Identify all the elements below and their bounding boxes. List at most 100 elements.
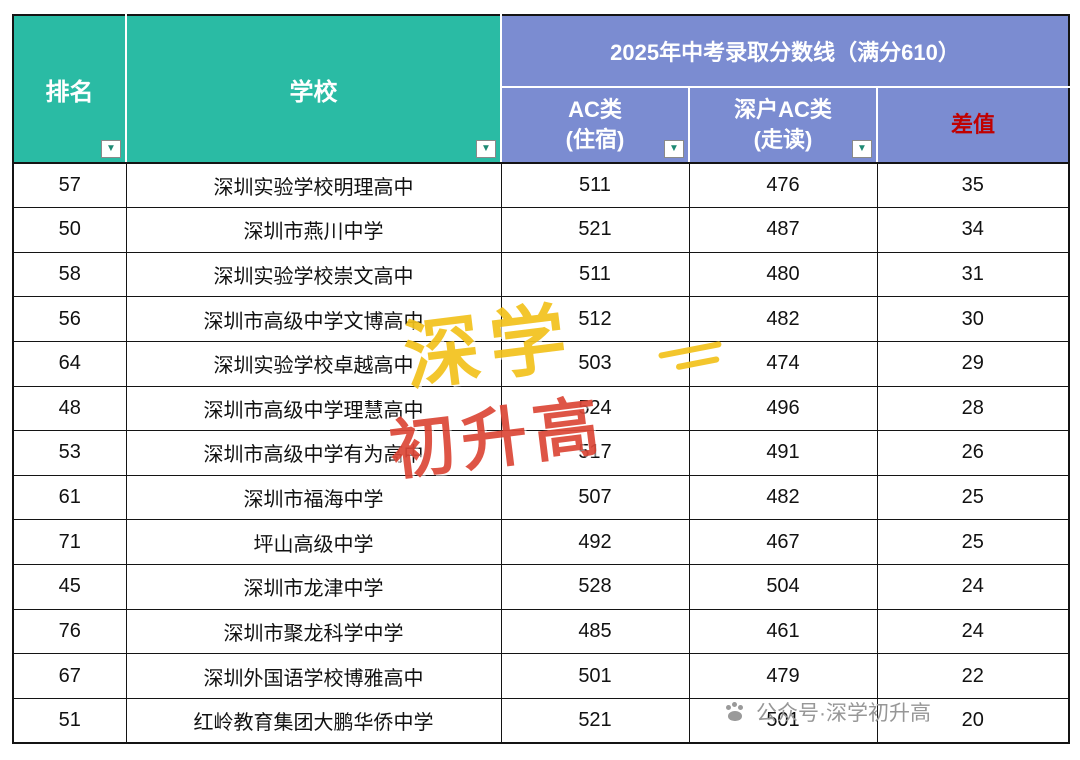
cell-diff: 26 (876, 430, 1070, 476)
cell-dac: 496 (688, 385, 878, 432)
cell-school: 深圳外国语学校博雅高中 (125, 653, 502, 699)
table-body: 57 深圳实验学校明理高中 511 476 35 50 深圳市燕川中学 521 487 34 58 深… (12, 162, 1070, 744)
table-row: 45 深圳市龙津中学 528 504 24 (12, 563, 1070, 610)
cell-rank: 50 (12, 207, 127, 253)
col-header-dac: 深户AC类 (走读) ▼ (688, 86, 878, 164)
table-row: 50 深圳市燕川中学 521 487 34 (12, 207, 1070, 253)
cell-rank: 48 (12, 385, 127, 432)
cell-ac: 485 (500, 608, 690, 655)
cell-diff: 25 (876, 519, 1070, 565)
chevron-down-icon: ▼ (481, 143, 491, 154)
cell-ac: 517 (500, 430, 690, 476)
cell-diff: 24 (876, 563, 1070, 610)
cell-dac: 480 (688, 251, 878, 298)
col-header-ac-line1: AC类 (568, 97, 622, 123)
filter-button-ac[interactable]: ▼ (664, 140, 684, 158)
cell-ac: 503 (500, 340, 690, 387)
table-row: 57 深圳实验学校明理高中 511 476 35 (12, 162, 1070, 209)
cell-dac: 482 (688, 296, 878, 342)
cell-school: 深圳实验学校崇文高中 (125, 251, 502, 298)
col-header-ac-line2: (住宿) (565, 127, 625, 152)
table-row: 58 深圳实验学校崇文高中 511 480 31 (12, 251, 1070, 298)
cell-ac: 521 (500, 207, 690, 253)
cell-dac: 487 (688, 207, 878, 253)
col-header-rank: 排名 ▼ (13, 15, 127, 164)
cell-school: 深圳实验学校明理高中 (125, 162, 502, 209)
table-title: 2025年中考录取分数线（满分610） (500, 15, 1069, 88)
cell-school: 深圳市燕川中学 (125, 207, 502, 253)
col-header-school: 学校 ▼ (125, 15, 502, 164)
table-row: 67 深圳外国语学校博雅高中 501 479 22 (12, 653, 1070, 699)
cell-rank: 56 (12, 296, 127, 342)
col-header-dac-line1: 深户AC类 (734, 97, 832, 123)
cell-dac: 504 (688, 563, 878, 610)
cell-school: 深圳市高级中学理慧高中 (125, 385, 502, 432)
cell-school: 深圳市龙津中学 (125, 563, 502, 610)
cell-dac: 467 (688, 519, 878, 565)
cell-school: 红岭教育集团大鹏华侨中学 (125, 697, 502, 744)
cell-ac: 507 (500, 474, 690, 521)
cell-ac: 524 (500, 385, 690, 432)
cell-diff: 25 (876, 474, 1070, 521)
cell-diff: 28 (876, 385, 1070, 432)
cell-diff: 34 (876, 207, 1070, 253)
cell-ac: 528 (500, 563, 690, 610)
col-header-diff: 差值 (876, 86, 1069, 164)
cell-dac: 476 (688, 162, 878, 209)
cell-dac: 491 (688, 430, 878, 476)
cell-rank: 67 (12, 653, 127, 699)
cell-school: 深圳市聚龙科学中学 (125, 608, 502, 655)
cell-diff: 35 (876, 162, 1070, 209)
cell-rank: 64 (12, 340, 127, 387)
col-header-rank-label: 排名 (45, 78, 94, 106)
cell-diff: 20 (876, 697, 1070, 744)
table-row: 56 深圳市高级中学文博高中 512 482 30 (12, 296, 1070, 342)
chevron-down-icon: ▼ (106, 143, 116, 154)
table-row: 53 深圳市高级中学有为高中 517 491 26 (12, 430, 1070, 476)
cell-rank: 57 (12, 162, 127, 209)
cell-ac: 511 (500, 251, 690, 298)
cell-school: 坪山高级中学 (125, 519, 502, 565)
cell-rank: 58 (12, 251, 127, 298)
chevron-down-icon: ▼ (669, 143, 679, 154)
cell-diff: 24 (876, 608, 1070, 655)
col-header-ac: AC类 (住宿) ▼ (500, 86, 690, 164)
cell-dac: 501 (688, 697, 878, 744)
cell-rank: 53 (12, 430, 127, 476)
cell-dac: 479 (688, 653, 878, 699)
cell-rank: 71 (12, 519, 127, 565)
table-row: 48 深圳市高级中学理慧高中 524 496 28 (12, 385, 1070, 432)
filter-button-dac[interactable]: ▼ (852, 140, 872, 158)
col-header-diff-label: 差值 (950, 112, 995, 138)
cell-rank: 61 (12, 474, 127, 521)
score-table-wrap: 排名 ▼ 学校 ▼ 2025年中考录取分数线（满分610） AC类 (住宿) ▼ (12, 14, 1070, 744)
cell-dac: 482 (688, 474, 878, 521)
table-row: 76 深圳市聚龙科学中学 485 461 24 (12, 608, 1070, 655)
cell-rank: 76 (12, 608, 127, 655)
cell-rank: 51 (12, 697, 127, 744)
col-header-school-label: 学校 (289, 78, 338, 106)
cell-ac: 521 (500, 697, 690, 744)
cell-rank: 45 (12, 563, 127, 610)
cell-dac: 461 (688, 608, 878, 655)
filter-button-school[interactable]: ▼ (476, 140, 496, 158)
cell-ac: 492 (500, 519, 690, 565)
cell-school: 深圳市高级中学有为高中 (125, 430, 502, 476)
filter-button-rank[interactable]: ▼ (101, 140, 121, 158)
cell-school: 深圳市福海中学 (125, 474, 502, 521)
col-header-dac-line2: (走读) (753, 127, 813, 152)
table-row: 51 红岭教育集团大鹏华侨中学 521 501 20 (12, 697, 1070, 744)
table-row: 61 深圳市福海中学 507 482 25 (12, 474, 1070, 521)
table-row: 64 深圳实验学校卓越高中 503 474 29 (12, 340, 1070, 387)
cell-diff: 29 (876, 340, 1070, 387)
cell-dac: 474 (688, 340, 878, 387)
cell-ac: 501 (500, 653, 690, 699)
cell-diff: 22 (876, 653, 1070, 699)
cell-ac: 511 (500, 162, 690, 209)
cell-diff: 31 (876, 251, 1070, 298)
score-table: 排名 ▼ 学校 ▼ 2025年中考录取分数线（满分610） AC类 (住宿) ▼ (12, 14, 1070, 744)
table-row: 71 坪山高级中学 492 467 25 (12, 519, 1070, 565)
cell-ac: 512 (500, 296, 690, 342)
cell-diff: 30 (876, 296, 1070, 342)
cell-school: 深圳实验学校卓越高中 (125, 340, 502, 387)
